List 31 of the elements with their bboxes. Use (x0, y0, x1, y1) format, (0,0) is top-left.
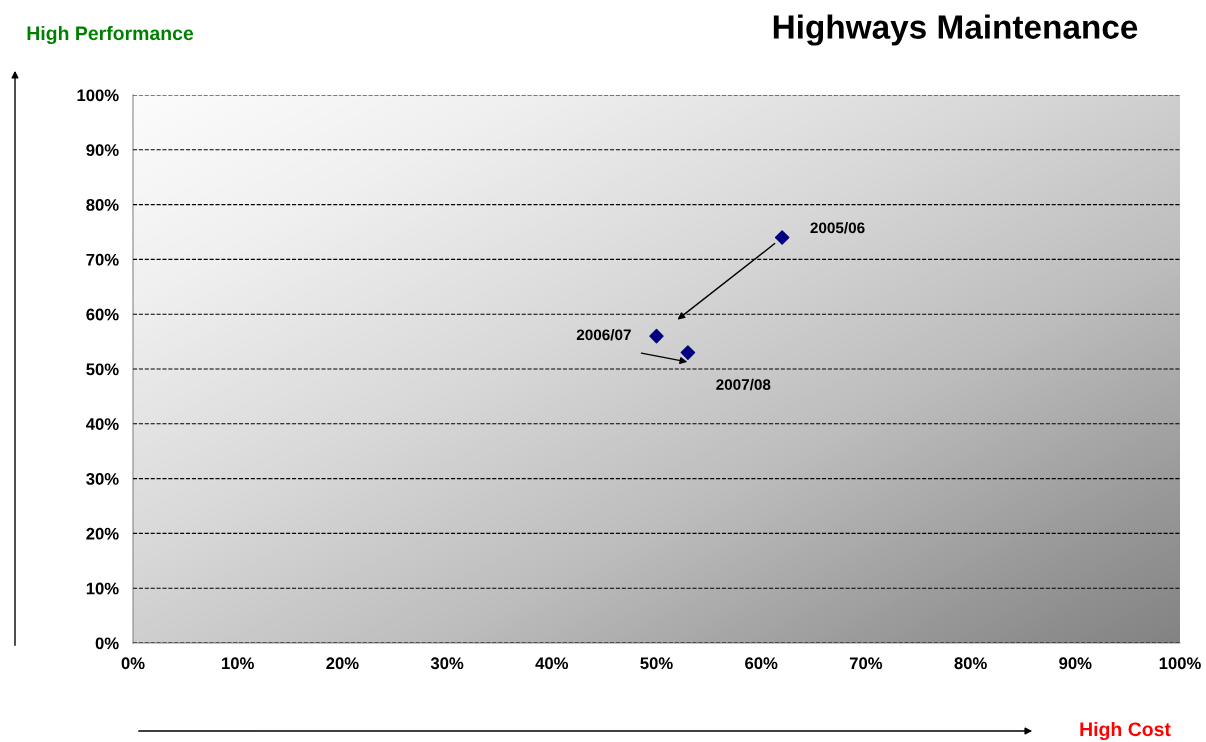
point (649, 328, 664, 344)
x-tick-label: 90% (1059, 657, 1092, 670)
y-tick-label: 50% (86, 363, 119, 376)
chart-title: Highways Maintenance (773, 14, 1138, 46)
x-tick-label: 100% (1159, 657, 1201, 670)
point (774, 230, 790, 245)
y-tick-label: 60% (86, 308, 119, 321)
y-tick-label: 0% (95, 637, 119, 650)
y-tick-label: 70% (86, 253, 119, 266)
x-tick-label: 0% (121, 657, 145, 670)
y-tick-label: 10% (86, 582, 119, 595)
y-axis-title: High Performance (27, 25, 194, 45)
x-tick-label: 40% (535, 657, 569, 670)
x-tick-label: 50% (640, 657, 673, 670)
x-tick-label: 60% (745, 657, 778, 670)
x-tick-label: 70% (849, 657, 883, 670)
annotation: 2007/08 (716, 378, 771, 391)
y-tick-label: 20% (86, 527, 119, 540)
point (680, 345, 696, 360)
y-tick-label: 80% (86, 199, 119, 211)
x-tick-label: 20% (326, 657, 359, 670)
annotation: 2006/07 (576, 329, 631, 341)
x-tick-label: 80% (954, 657, 987, 670)
annotation: 2005/06 (810, 222, 865, 234)
x-tick-label: 30% (430, 657, 464, 670)
y-tick-label: 90% (86, 144, 119, 156)
y-tick-label: 30% (86, 473, 119, 485)
y-tick-label: 100% (77, 89, 119, 102)
y-tick-label: 40% (86, 418, 119, 430)
x-tick-label: 10% (222, 657, 254, 670)
x-axis-title: High Cost (1080, 721, 1171, 741)
